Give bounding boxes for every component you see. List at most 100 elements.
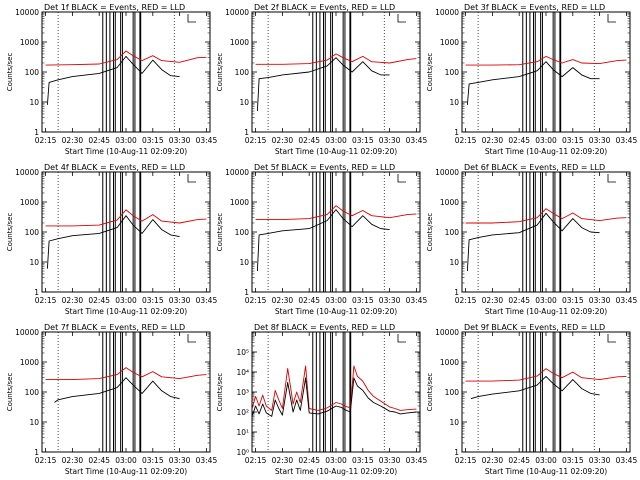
x-tick-label: 03:00	[325, 296, 347, 305]
x-tick-label: 03:45	[406, 456, 428, 465]
bracket-mark	[397, 174, 406, 183]
x-tick-label: 02:30	[482, 296, 504, 305]
x-tick-label: 03:45	[616, 456, 638, 465]
bracket-mark	[187, 334, 196, 343]
panel-title: Det 3f BLACK = Events, RED = LLD	[464, 3, 605, 12]
series-line-lld	[45, 209, 207, 227]
x-tick-label: 02:45	[508, 296, 530, 305]
panel-2: Det 2f BLACK = Events, RED = LLD Counts/s…	[216, 3, 427, 156]
x-tick-label: 02:15	[35, 456, 57, 465]
y-tick-label: 1000	[440, 38, 459, 47]
x-tick-label: 03:30	[589, 456, 611, 465]
x-tick-label: 03:30	[169, 296, 191, 305]
x-axis-label: Start Time (10-Aug-11 02:09:20)	[275, 147, 397, 156]
x-tick-label: 03:30	[589, 136, 611, 145]
plot-frame	[461, 11, 631, 133]
bracket-mark	[607, 334, 616, 343]
x-tick-label: 03:30	[169, 456, 191, 465]
x-tick-label: 02:45	[298, 456, 320, 465]
y-tick-label: 10000	[225, 8, 249, 17]
series-line-events	[46, 55, 180, 105]
series-line-events	[470, 375, 600, 400]
y-tick-label: 100	[445, 228, 460, 237]
y-tick-label: 1	[244, 128, 249, 137]
panel-5: Det 5f BLACK = Events, RED = LLD Counts/s…	[216, 163, 427, 316]
bracket-mark	[607, 174, 616, 183]
x-tick-label: 02:45	[88, 296, 110, 305]
y-tick-label: 100	[235, 68, 250, 77]
x-tick-label: 03:45	[406, 136, 428, 145]
x-tick-label: 03:45	[196, 456, 218, 465]
y-tick-label: 100	[445, 68, 460, 77]
plot-frame	[461, 171, 631, 293]
x-tick-label: 03:15	[352, 136, 374, 145]
x-tick-label: 03:30	[379, 136, 401, 145]
y-tick-label: 10¹	[236, 428, 249, 437]
y-tick-label: 10000	[15, 168, 39, 177]
x-tick-label: 02:30	[482, 136, 504, 145]
x-tick-label: 03:15	[142, 456, 164, 465]
panel-title: Det 6f BLACK = Events, RED = LLD	[464, 163, 605, 172]
x-tick-label: 03:15	[142, 136, 164, 145]
bracket-mark	[397, 14, 406, 23]
x-tick-label: 02:30	[272, 456, 294, 465]
y-tick-label: 100	[445, 388, 460, 397]
x-tick-label: 02:15	[455, 456, 477, 465]
y-tick-label: 1000	[440, 198, 459, 207]
y-tick-label: 10	[449, 258, 459, 267]
y-tick-label: 1	[454, 288, 459, 297]
series-line-lld	[255, 205, 417, 221]
y-axis-label: Counts/sec	[426, 213, 434, 252]
y-tick-label: 10000	[435, 168, 459, 177]
y-tick-label: 1000	[230, 38, 249, 47]
x-tick-label: 02:45	[508, 136, 530, 145]
x-tick-label: 02:45	[298, 136, 320, 145]
x-tick-label: 02:30	[62, 136, 84, 145]
y-axis-label: Counts/sec	[6, 373, 14, 412]
x-tick-label: 03:30	[169, 136, 191, 145]
y-tick-label: 100	[25, 228, 40, 237]
x-tick-label: 02:45	[88, 456, 110, 465]
x-tick-label: 03:00	[115, 296, 137, 305]
series-line-lld	[465, 368, 627, 382]
plot-frame	[41, 11, 211, 133]
x-tick-label: 02:45	[88, 136, 110, 145]
panel-title: Det 4f BLACK = Events, RED = LLD	[44, 163, 185, 172]
series-line-lld	[45, 367, 207, 381]
y-tick-label: 10	[449, 98, 459, 107]
y-tick-label: 10⁰	[236, 448, 249, 457]
y-tick-label: 1	[244, 288, 249, 297]
y-tick-label: 10⁵	[236, 348, 249, 357]
x-tick-label: 03:45	[406, 296, 428, 305]
y-tick-label: 1000	[440, 358, 459, 367]
panel-7: Det 7f BLACK = Events, RED = LLD Counts/s…	[6, 323, 217, 476]
y-tick-label: 10000	[225, 168, 249, 177]
x-tick-label: 02:45	[508, 456, 530, 465]
bracket-mark	[397, 334, 406, 343]
y-tick-label: 100	[235, 228, 250, 237]
y-tick-label: 100	[25, 388, 40, 397]
x-tick-label: 03:45	[616, 296, 638, 305]
x-axis-label: Start Time (10-Aug-11 02:09:20)	[275, 467, 397, 476]
series-line-events	[54, 377, 180, 403]
panel-title: Det 7f BLACK = Events, RED = LLD	[44, 323, 185, 332]
y-tick-label: 1000	[20, 358, 39, 367]
y-tick-label: 10	[29, 98, 39, 107]
series-line-lld	[465, 208, 627, 224]
y-tick-label: 10	[239, 98, 249, 107]
panel-title: Det 2f BLACK = Events, RED = LLD	[254, 3, 395, 12]
bracket-mark	[607, 14, 616, 23]
x-axis-label: Start Time (10-Aug-11 02:09:20)	[65, 467, 187, 476]
series-line-events	[256, 209, 390, 272]
x-axis-label: Start Time (10-Aug-11 02:09:20)	[275, 307, 397, 316]
x-tick-label: 03:15	[352, 296, 374, 305]
y-tick-label: 1	[34, 448, 39, 457]
x-tick-label: 02:15	[245, 296, 267, 305]
x-tick-label: 03:00	[115, 136, 137, 145]
series-line-lld	[251, 365, 417, 411]
plot-frame	[41, 331, 211, 453]
series-line-events	[251, 377, 417, 417]
series-line-lld	[255, 53, 417, 65]
x-tick-label: 03:15	[562, 136, 584, 145]
